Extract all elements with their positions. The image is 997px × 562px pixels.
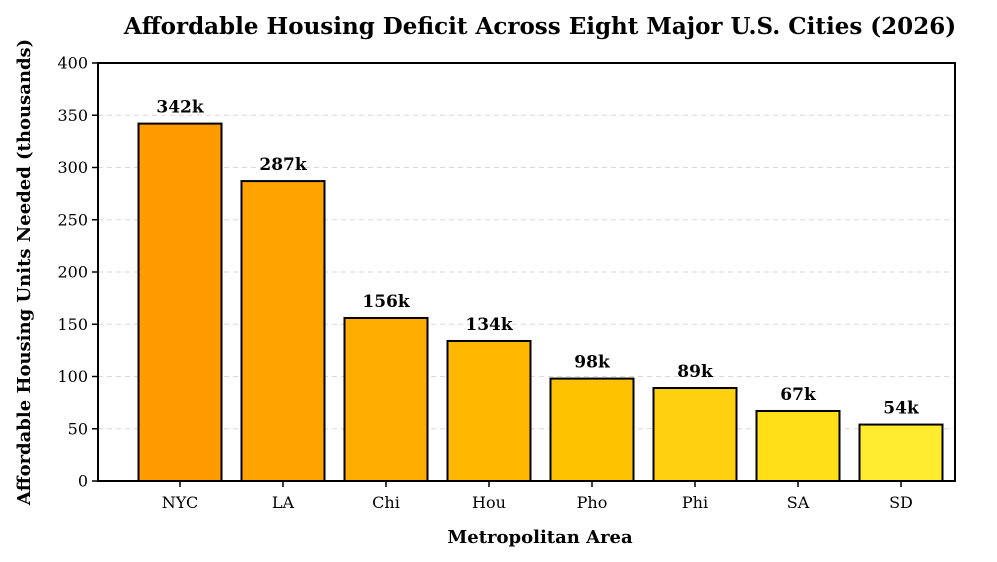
- data-labels: 342k 287k 156k 134k 98k 89k 67k 54k: [156, 98, 920, 419]
- y-tick-label: 100: [57, 367, 88, 386]
- bar-sd: [858, 423, 944, 483]
- chart-title: Affordable Housing Deficit Across Eight …: [123, 13, 956, 40]
- y-tick-label: 150: [57, 315, 88, 334]
- x-tick-label: Chi: [372, 493, 400, 512]
- bar-phi: [652, 386, 738, 482]
- x-tick-label: NYC: [162, 493, 199, 512]
- data-label-nyc: 342k: [156, 98, 204, 118]
- x-axis-label: Metropolitan Area: [447, 527, 633, 548]
- y-axis-ticks: 0 50 100 150 200 250 300 350 400: [57, 54, 98, 491]
- x-tick-label: LA: [272, 493, 295, 512]
- data-label-pho: 98k: [574, 353, 611, 373]
- data-label-chi: 156k: [362, 292, 410, 312]
- y-tick-label: 350: [57, 106, 88, 125]
- plot-frame: [97, 62, 956, 482]
- data-label-sd: 54k: [883, 399, 920, 419]
- y-tick-label: 300: [57, 158, 88, 177]
- y-tick-label: 50: [68, 419, 88, 438]
- bar-sa: [755, 409, 841, 482]
- data-label-sa: 67k: [780, 385, 817, 405]
- y-tick-label: 250: [57, 210, 88, 229]
- bar-la: [240, 180, 326, 483]
- y-tick-label: 200: [57, 263, 88, 282]
- x-axis-ticks: NYC LA Chi Hou Pho Phi SA SD: [162, 481, 913, 512]
- bar-hou: [446, 339, 532, 482]
- x-tick-label: Phi: [682, 493, 708, 512]
- x-tick-label: SD: [889, 493, 913, 512]
- data-label-phi: 89k: [677, 362, 714, 382]
- bars: [137, 122, 944, 483]
- data-label-hou: 134k: [465, 315, 513, 335]
- x-tick-label: SA: [787, 493, 810, 512]
- x-tick-label: Pho: [577, 493, 608, 512]
- bar-chi: [343, 316, 429, 483]
- bar-nyc: [137, 122, 223, 483]
- x-tick-label: Hou: [472, 493, 506, 512]
- data-label-la: 287k: [259, 155, 307, 175]
- bar-pho: [549, 377, 635, 482]
- y-axis-label: Affordable Housing Units Needed (thousan…: [14, 39, 35, 506]
- y-tick-label: 0: [78, 472, 88, 491]
- y-tick-label: 400: [57, 54, 88, 73]
